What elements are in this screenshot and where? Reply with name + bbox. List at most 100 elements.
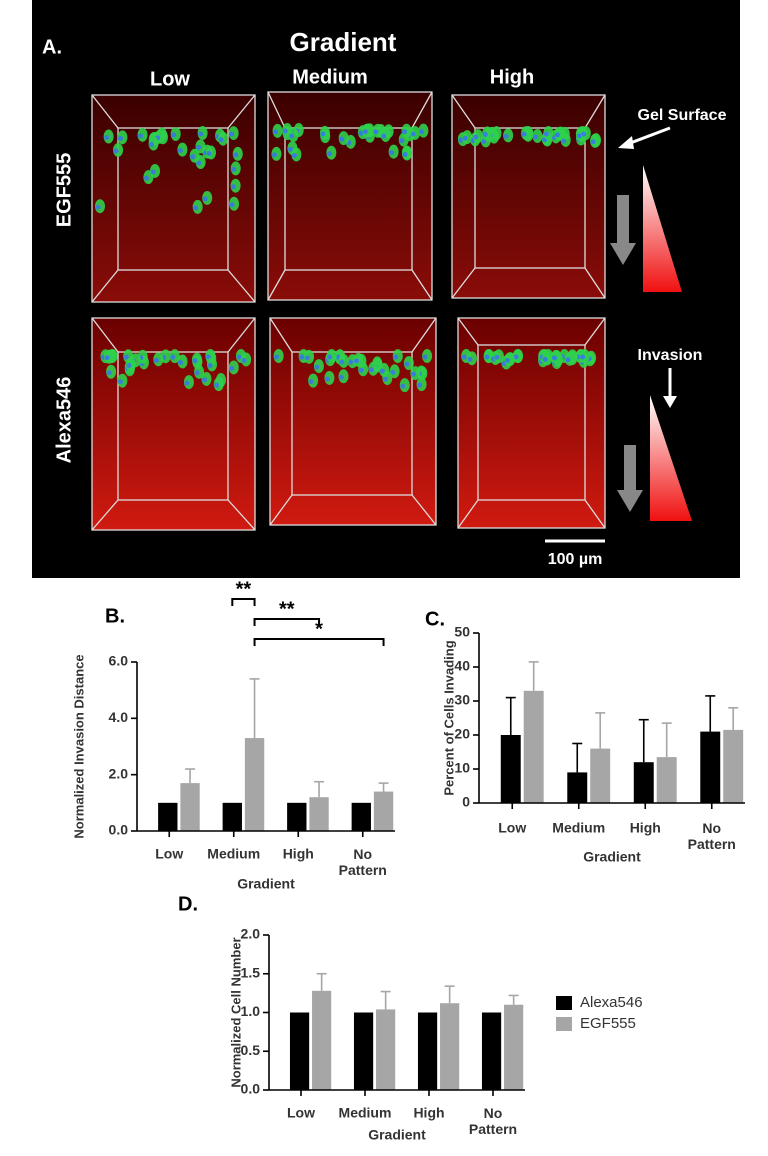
nucleus (402, 152, 408, 158)
nucleus (190, 154, 196, 160)
nucleus (373, 129, 379, 135)
y-tick-label: 0.5 (241, 1042, 261, 1058)
nucleus (339, 374, 345, 380)
nucleus (327, 354, 333, 360)
nucleus (358, 367, 364, 373)
nucleus (106, 370, 112, 376)
x-tick-label: Medium (207, 846, 260, 862)
box-outline (291, 351, 413, 496)
y-tick-label: 2.0 (241, 926, 261, 942)
nucleus (206, 151, 212, 157)
x-tick-label: Medium (552, 820, 605, 836)
nucleus (404, 361, 410, 367)
y-axis-label: Percent of Cells Invading (441, 640, 456, 795)
nucleus (153, 357, 159, 363)
nucleus (126, 362, 132, 368)
nucleus (193, 205, 199, 211)
nucleus (494, 354, 500, 360)
nucleus (273, 129, 279, 135)
y-tick-label: 50 (454, 624, 470, 640)
box-edge (267, 269, 286, 301)
box-edge (227, 317, 256, 353)
bar (417, 1012, 438, 1090)
box-outline (117, 127, 229, 271)
nucleus (484, 354, 490, 360)
nucleus (202, 196, 208, 202)
nucleus (565, 357, 571, 363)
bar (700, 731, 721, 803)
nucleus (348, 359, 354, 365)
nucleus (577, 133, 583, 139)
nucleus (324, 376, 330, 382)
nucleus (390, 369, 396, 375)
box-edge (584, 267, 606, 299)
nucleus (287, 146, 293, 152)
box-edge (91, 317, 119, 353)
nucleus (458, 137, 464, 143)
box-edge (411, 269, 433, 301)
nucleus (554, 132, 560, 138)
y-tick-label: 4.0 (109, 709, 129, 725)
bar (500, 735, 521, 803)
x-tick-label: High (413, 1105, 444, 1121)
legend-swatch (556, 1017, 572, 1031)
nucleus (308, 379, 314, 385)
bar (158, 802, 178, 831)
nucleus (95, 204, 101, 210)
box-edge (457, 499, 479, 529)
nucleus (422, 354, 428, 360)
gradient-triangle (643, 165, 682, 292)
significance-bracket (231, 598, 256, 606)
nucleus (192, 358, 198, 364)
nucleus (362, 129, 368, 135)
row-label: EGF555 (53, 153, 75, 227)
box-edge (451, 267, 476, 299)
box-outline (91, 94, 256, 303)
column-label: Medium (292, 66, 368, 88)
nucleus (104, 355, 110, 361)
box-outline (267, 91, 433, 301)
box-edge (451, 94, 476, 129)
nucleus (326, 151, 332, 157)
nucleus (231, 166, 237, 172)
nucleus (389, 150, 395, 156)
y-tick-label: 1.0 (241, 1003, 261, 1019)
y-tick-label: 40 (454, 658, 470, 674)
bar (481, 1012, 502, 1090)
nucleus (393, 354, 399, 360)
bar (312, 990, 332, 1090)
box-edge (269, 494, 293, 526)
nucleus (196, 144, 202, 150)
nucleus (561, 138, 567, 144)
nucleus (229, 365, 235, 371)
y-tick-label: 30 (454, 692, 470, 708)
nucleus (381, 133, 387, 139)
down-arrow (617, 490, 643, 512)
significance-label: ** (236, 578, 252, 600)
invasion-label: Invasion (638, 347, 703, 364)
panel-label: D. (178, 893, 198, 915)
bar (567, 772, 588, 803)
nucleus (410, 371, 416, 377)
bar (222, 802, 242, 831)
x-axis-label: Gradient (368, 1127, 426, 1143)
nucleus (467, 356, 473, 362)
nucleus (314, 364, 320, 370)
arrow-head (618, 136, 634, 149)
nucleus (229, 131, 235, 137)
legend-label: Alexa546 (580, 994, 643, 1011)
bar (633, 762, 654, 803)
significance-label: ** (279, 598, 295, 620)
box-edge (91, 269, 119, 303)
nucleus (461, 354, 467, 360)
nucleus (504, 357, 510, 363)
nucleus (231, 184, 237, 190)
nucleus (149, 142, 155, 148)
column-label: Low (150, 68, 190, 90)
y-tick-label: 0.0 (109, 822, 129, 838)
arrow-head (663, 396, 677, 408)
nucleus (184, 380, 190, 386)
nucleus (117, 379, 123, 385)
y-tick-label: 20 (454, 726, 470, 742)
box-edge (227, 269, 256, 303)
